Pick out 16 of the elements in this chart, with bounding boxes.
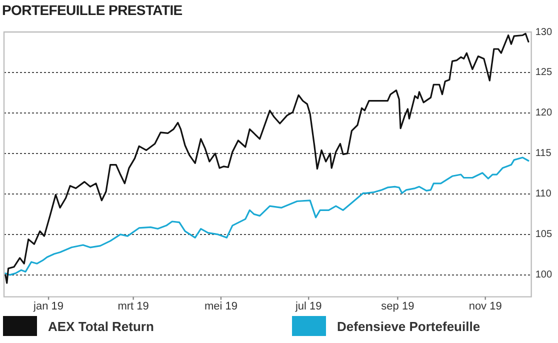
legend-label: AEX Total Return	[48, 318, 154, 334]
y-tick-label: 120	[535, 108, 552, 119]
x-tick-label: mrt 19	[118, 300, 149, 312]
y-tick-label: 100	[535, 270, 552, 281]
chart-title: PORTEFEUILLE PRESTATIE	[2, 2, 182, 18]
x-tick-label: jan 19	[32, 300, 64, 312]
x-tick-label: jul 19	[294, 300, 322, 312]
x-tick-label: mei 19	[204, 300, 238, 312]
y-tick-label: 130	[535, 26, 552, 38]
y-tick-label: 125	[535, 67, 552, 78]
legend-label: Defensieve Portefeuille	[337, 318, 480, 334]
y-tick-label: 105	[535, 229, 552, 240]
x-tick-label: sep 19	[381, 300, 414, 312]
x-tick-label: nov 19	[468, 300, 502, 312]
y-tick-label: 110	[535, 188, 552, 200]
y-tick-label: 115	[535, 148, 552, 160]
